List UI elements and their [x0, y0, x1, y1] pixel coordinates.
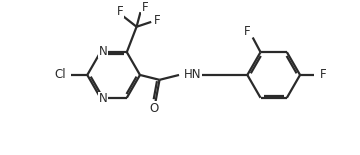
- Text: N: N: [99, 92, 108, 105]
- Text: N: N: [99, 45, 108, 58]
- Text: HN: HN: [184, 69, 201, 82]
- Text: O: O: [149, 102, 158, 115]
- Text: F: F: [154, 14, 160, 27]
- Text: F: F: [142, 1, 149, 14]
- Text: Cl: Cl: [54, 69, 66, 82]
- Text: F: F: [117, 5, 123, 18]
- Text: F: F: [244, 25, 250, 38]
- Text: F: F: [320, 69, 326, 82]
